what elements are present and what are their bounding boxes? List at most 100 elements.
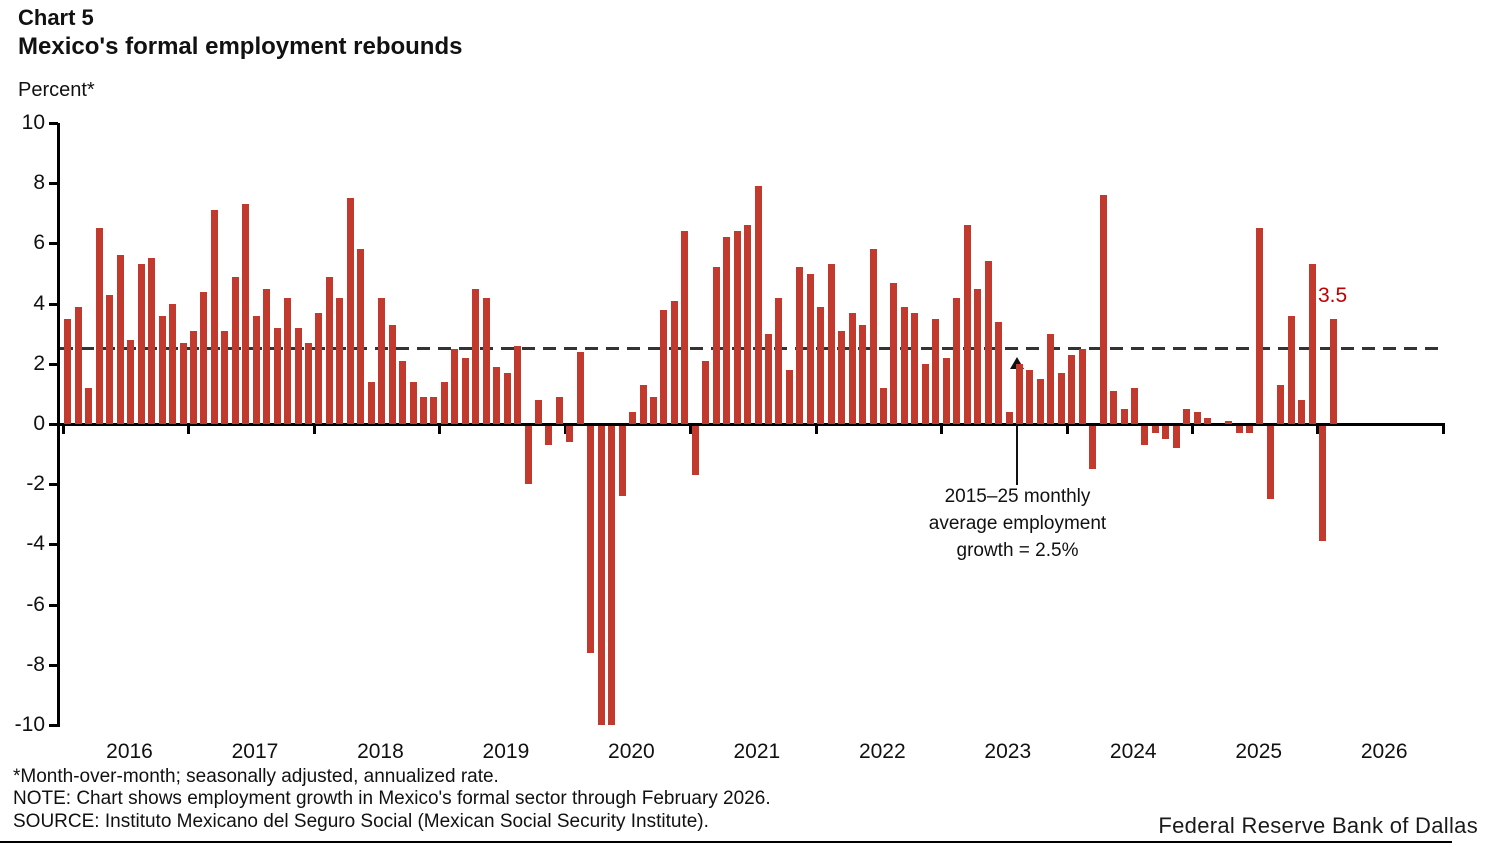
bar-month: [388, 324, 396, 424]
x-axis-tick: [1190, 424, 1194, 434]
bar-month: [378, 297, 386, 424]
bar-month: [639, 384, 647, 424]
bar-month: [169, 303, 177, 424]
bar-month: [1204, 417, 1212, 424]
x-axis-year-label: 2019: [482, 740, 530, 763]
bar-month: [869, 249, 877, 424]
bar-month: [723, 237, 731, 424]
bar-month: [440, 381, 448, 424]
x-axis-year-label: 2020: [608, 740, 655, 763]
bar-month: [838, 330, 846, 424]
x-axis-year-label: 2016: [106, 740, 153, 763]
y-axis-tick: [49, 663, 58, 667]
bar-month: [514, 345, 522, 424]
y-axis-tick: [49, 724, 58, 727]
footnote-asterisk: *Month-over-month; seasonally adjusted, …: [13, 766, 499, 787]
footnote-note: NOTE: Chart shows employment growth in M…: [13, 788, 771, 809]
bar-month: [95, 228, 103, 424]
footnote-source: SOURCE: Instituto Mexicano del Seguro So…: [13, 811, 709, 832]
x-axis-tick: [1065, 424, 1069, 434]
x-axis-tick: [312, 424, 316, 434]
bar-month: [210, 210, 218, 424]
bar-month: [64, 318, 72, 424]
bar-month: [242, 204, 250, 424]
bar-month: [712, 267, 720, 424]
y-axis-tick-label: -8: [26, 652, 45, 676]
bar-month: [911, 312, 919, 424]
bar-month: [430, 396, 438, 424]
bar-month: [681, 231, 689, 424]
bar-month: [409, 381, 417, 424]
bar-month: [1235, 426, 1243, 434]
bar-month: [1319, 426, 1327, 542]
bar-month: [817, 306, 825, 424]
bar-month: [880, 387, 888, 424]
y-axis-tick-label: -10: [14, 713, 45, 736]
bar-month: [325, 276, 333, 424]
bar-month: [179, 342, 187, 424]
bar-month: [367, 381, 375, 424]
bottom-rule: [0, 841, 1452, 843]
bar-month: [1162, 426, 1170, 440]
bar-month: [921, 363, 929, 424]
bar-month: [545, 426, 553, 446]
bar-month: [974, 288, 982, 424]
bar-month: [85, 387, 93, 424]
bar-month: [890, 282, 898, 424]
bar-month: [221, 330, 229, 424]
bar-month: [148, 258, 156, 424]
bar-month: [263, 288, 271, 424]
annotation-arrow-shaft: [1016, 368, 1018, 485]
y-axis-tick-label: -6: [26, 592, 45, 616]
y-axis-tick: [49, 423, 58, 426]
bar-month: [1256, 228, 1264, 424]
bar-month: [503, 372, 511, 424]
annotation-line: average employment: [928, 513, 1107, 534]
bar-month: [555, 396, 563, 424]
bar-month: [1172, 426, 1180, 449]
x-axis-year-label: 2018: [357, 740, 404, 763]
bar-month: [1298, 399, 1306, 424]
x-axis-year-label: 2023: [984, 740, 1032, 763]
bar-month: [1047, 333, 1055, 424]
x-axis-tick: [438, 424, 442, 434]
x-axis-tick: [563, 424, 567, 434]
chart-number-label: Chart 5: [18, 5, 94, 30]
bar-month: [660, 309, 668, 424]
bar-month: [294, 327, 302, 424]
bar-month: [1329, 318, 1337, 424]
y-axis-tick: [49, 603, 58, 607]
bar-month: [461, 357, 469, 424]
bar-month: [451, 348, 459, 424]
bar-month: [1277, 384, 1285, 424]
bar-month: [1130, 387, 1138, 424]
x-axis-tick: [689, 424, 693, 434]
publisher-wordmark: Federal Reserve Bank of Dallas: [1158, 813, 1478, 838]
bar-month: [116, 255, 124, 424]
bar-month: [1308, 264, 1316, 424]
bar-month: [419, 396, 427, 424]
bar-month: [1057, 372, 1065, 424]
bar-month: [995, 321, 1003, 424]
y-axis-tick-label: 8: [33, 171, 45, 195]
bar-month: [629, 411, 637, 424]
bar-month: [231, 276, 239, 424]
bar-month: [158, 315, 166, 424]
bar-month: [137, 264, 145, 424]
bar-month: [1245, 426, 1253, 434]
x-axis-year-label: 2017: [231, 740, 279, 763]
bar-month: [127, 339, 135, 424]
x-axis-year-label: 2026: [1360, 740, 1408, 763]
y-axis-tick-label: 6: [33, 231, 45, 255]
bar-month: [827, 264, 835, 424]
bar-month: [785, 369, 793, 424]
bar-month: [357, 249, 365, 424]
bar-month: [1078, 348, 1086, 424]
bar-month: [702, 360, 710, 424]
bar-month: [597, 426, 605, 725]
bar-month: [284, 297, 292, 424]
bar-month: [524, 426, 532, 485]
bar-month: [1015, 363, 1023, 424]
bar-month: [273, 327, 281, 424]
y-axis-tick: [49, 362, 58, 366]
